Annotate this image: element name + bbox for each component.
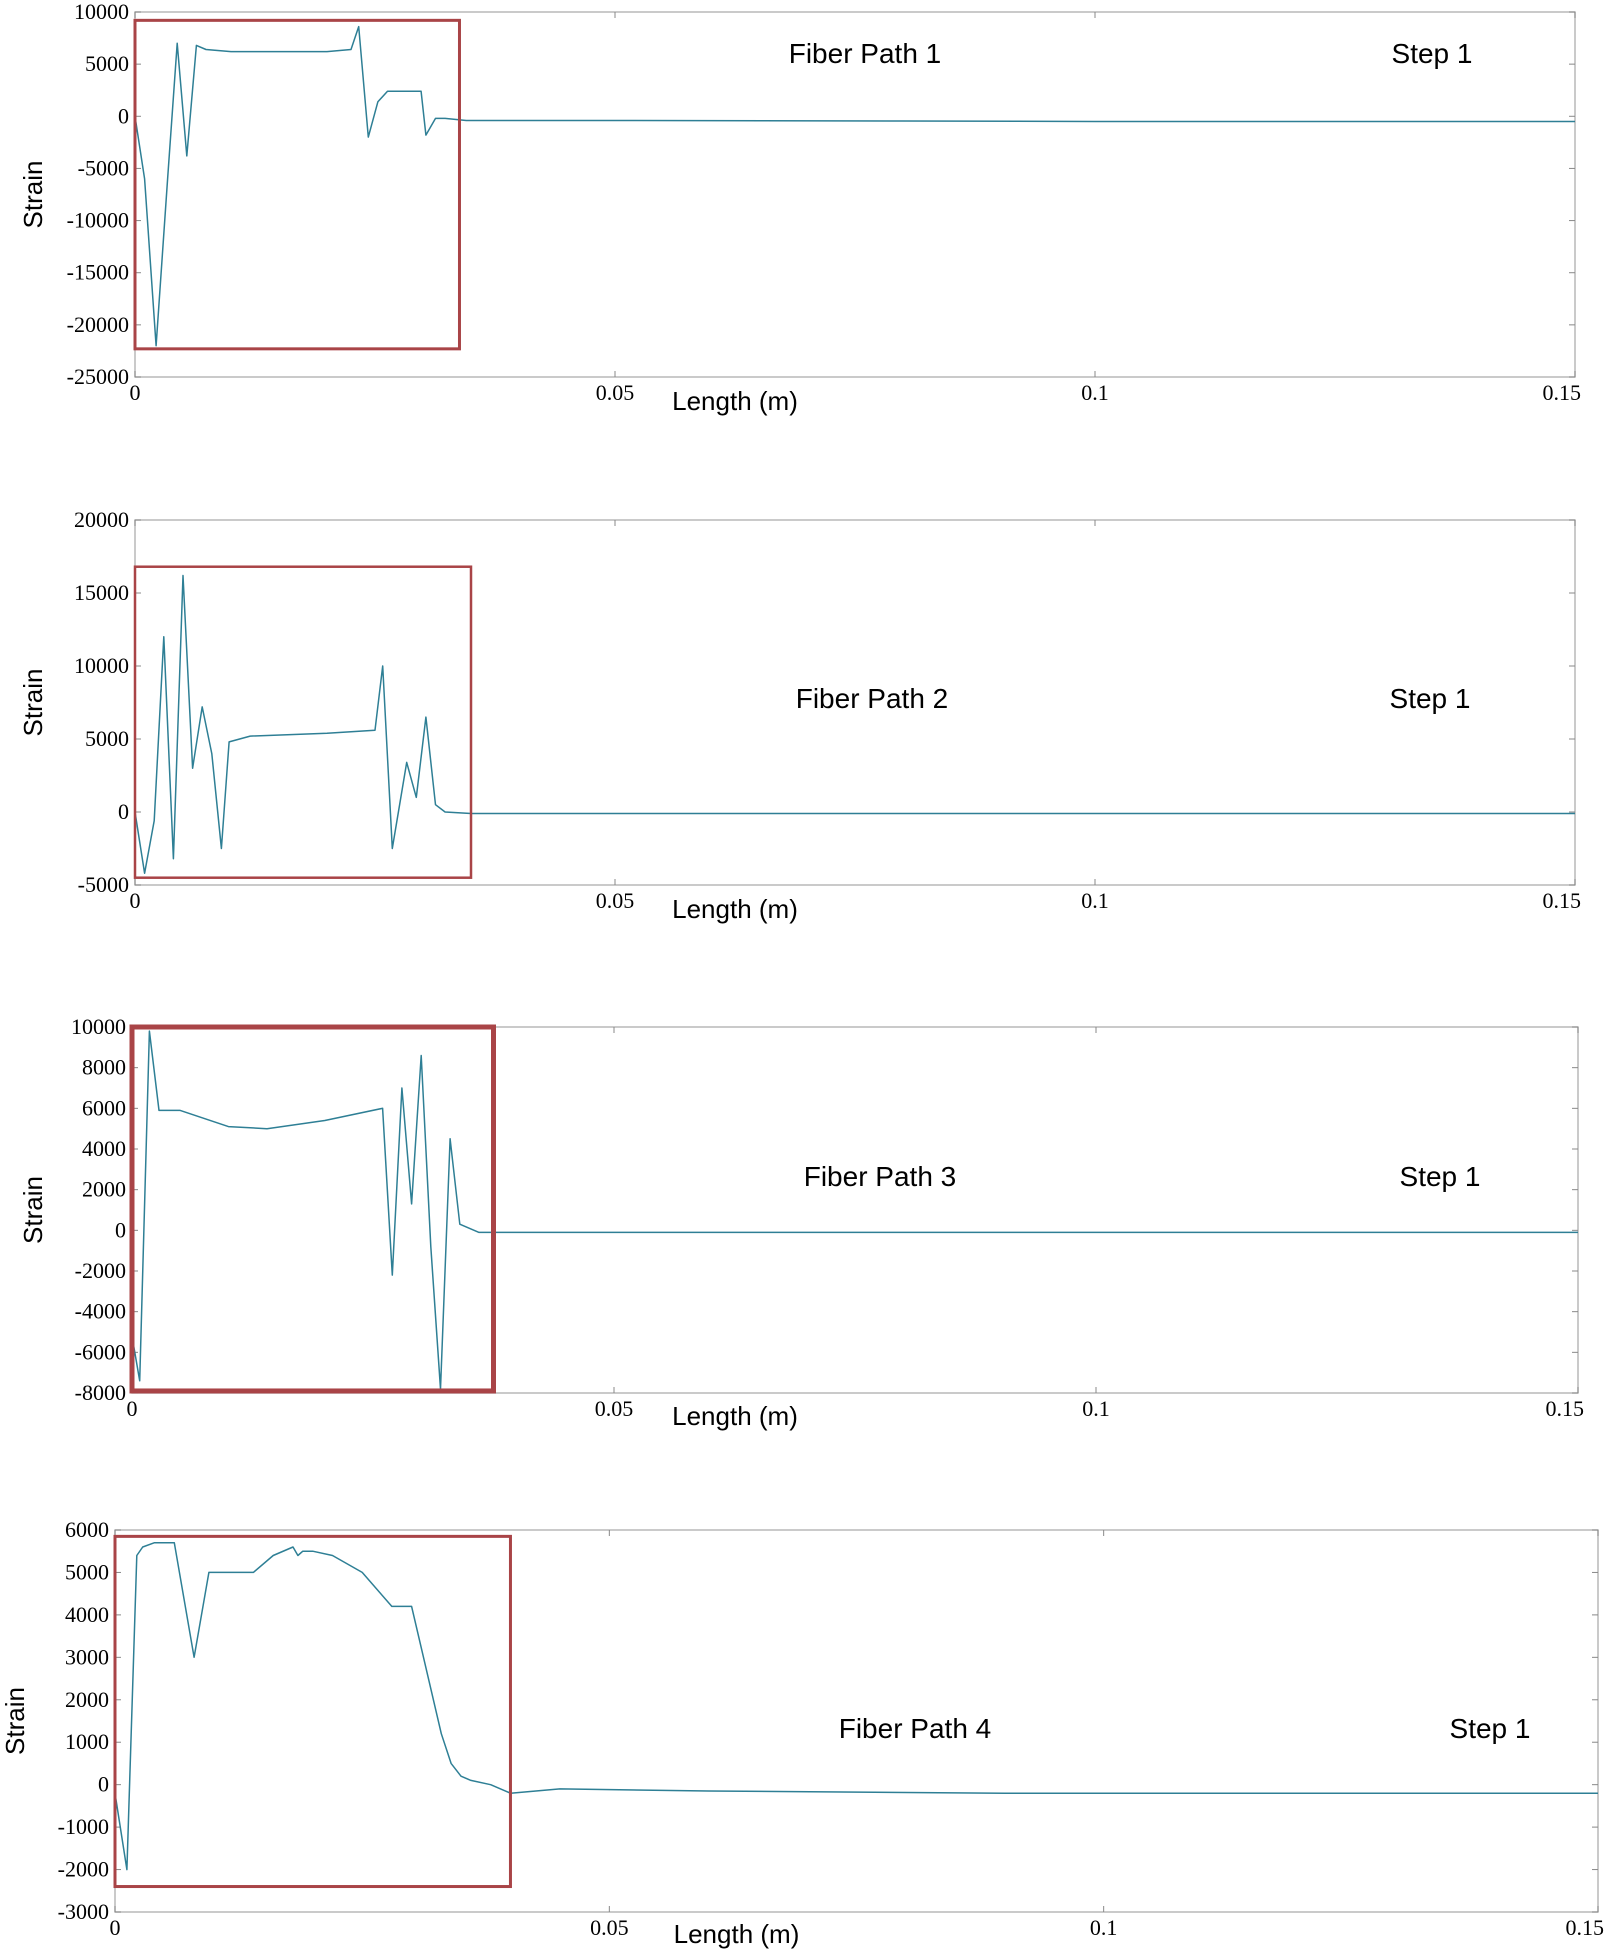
chart-panel-1: 1000050000-5000-10000-15000-20000-250000… xyxy=(18,0,1581,416)
x-tick-label: 0 xyxy=(130,380,141,405)
y-tick-label: 15000 xyxy=(74,580,129,605)
highlight-box xyxy=(113,1534,512,1889)
x-axis-label: Length (m) xyxy=(672,386,798,416)
highlight-box xyxy=(129,1024,496,1394)
y-tick-label: 10000 xyxy=(71,1014,126,1039)
y-axis-label: Strain xyxy=(18,1176,48,1244)
x-tick-label: 0.1 xyxy=(1082,1396,1110,1421)
x-tick-label: 0.05 xyxy=(596,380,635,405)
y-tick-label: 4000 xyxy=(65,1602,109,1627)
x-axis-label: Length (m) xyxy=(674,1919,800,1949)
y-tick-label: 5000 xyxy=(85,51,129,76)
fiber-path-label: Fiber Path 3 xyxy=(804,1161,957,1192)
step-label: Step 1 xyxy=(1450,1713,1531,1744)
y-tick-label: 20000 xyxy=(74,507,129,532)
y-tick-label: -6000 xyxy=(75,1339,126,1364)
y-tick-label: -5000 xyxy=(78,872,129,897)
y-tick-label: 10000 xyxy=(74,653,129,678)
plot-frame xyxy=(131,1026,1579,1394)
y-tick-label: 4000 xyxy=(82,1136,126,1161)
x-tick-label: 0.1 xyxy=(1081,380,1109,405)
strain-series-line xyxy=(131,1030,1578,1390)
x-axis-label: Length (m) xyxy=(672,894,798,924)
y-tick-label: 3000 xyxy=(65,1644,109,1669)
y-tick-label: -25000 xyxy=(67,364,129,389)
y-tick-label: -10000 xyxy=(67,208,129,233)
y-tick-label: -8000 xyxy=(75,1380,126,1405)
chart-panel-4: 6000 5000 4000 3000 2000 1000 0 -1000 -2000 -3000… xyxy=(0,1517,1604,1949)
y-tick-label: 5000 xyxy=(85,726,129,751)
strain-series-line xyxy=(134,574,1575,875)
x-tick-label: 0.1 xyxy=(1081,888,1109,913)
y-tick-label: 0 xyxy=(118,799,129,824)
fiber-path-label: Fiber Path 1 xyxy=(789,38,942,69)
y-tick-label: -4000 xyxy=(75,1299,126,1324)
y-tick-label: 0 xyxy=(118,103,129,128)
y-tick-label: 8000 xyxy=(82,1055,126,1080)
y-tick-label: -2000 xyxy=(75,1258,126,1283)
x-tick-label: 0.15 xyxy=(1546,1396,1585,1421)
y-axis-label: Strain xyxy=(0,1687,30,1755)
y-tick-label: 6000 xyxy=(65,1517,109,1542)
y-tick-label: -15000 xyxy=(67,260,129,285)
y-tick-label: 2000 xyxy=(65,1687,109,1712)
x-tick-label: 0.15 xyxy=(1543,888,1582,913)
chart-panel-3: 10000 8000 6000 4000 2000 0 -2000 -4000 -6000 -80… xyxy=(18,1014,1584,1431)
y-tick-label: 2000 xyxy=(82,1177,126,1202)
fiber-path-label: Fiber Path 4 xyxy=(839,1713,992,1744)
x-tick-label: 0 xyxy=(127,1396,138,1421)
y-tick-label: 6000 xyxy=(82,1095,126,1120)
x-tick-label: 0 xyxy=(110,1915,121,1940)
y-tick-label: -2000 xyxy=(58,1857,109,1882)
y-tick-label: 0 xyxy=(98,1772,109,1797)
strain-series-line xyxy=(114,1541,1598,1871)
y-tick-label: 0 xyxy=(115,1217,126,1242)
y-tick-label: -5000 xyxy=(78,155,129,180)
y-tick-label: 10000 xyxy=(74,0,129,24)
x-tick-label: 0.05 xyxy=(590,1915,629,1940)
y-tick-label: 5000 xyxy=(65,1559,109,1584)
fiber-path-label: Fiber Path 2 xyxy=(796,683,949,714)
y-axis-label: Strain xyxy=(18,161,48,229)
x-tick-label: 0.15 xyxy=(1543,380,1582,405)
y-tick-label: -20000 xyxy=(67,312,129,337)
step-label: Step 1 xyxy=(1400,1161,1481,1192)
y-tick-label: 1000 xyxy=(65,1729,109,1754)
x-tick-label: 0.05 xyxy=(595,1396,634,1421)
step-label: Step 1 xyxy=(1390,683,1471,714)
y-axis-label: Strain xyxy=(18,669,48,737)
x-tick-label: 0.05 xyxy=(596,888,635,913)
highlight-box xyxy=(133,18,461,351)
strain-series-line xyxy=(134,25,1575,347)
x-tick-label: 0.15 xyxy=(1566,1915,1605,1940)
x-tick-label: 0.1 xyxy=(1090,1915,1118,1940)
x-tick-label: 0 xyxy=(130,888,141,913)
y-tick-label: -1000 xyxy=(58,1814,109,1839)
highlight-box xyxy=(133,565,473,879)
step-label: Step 1 xyxy=(1392,38,1473,69)
x-axis-label: Length (m) xyxy=(672,1401,798,1431)
y-tick-label: -3000 xyxy=(58,1899,109,1924)
